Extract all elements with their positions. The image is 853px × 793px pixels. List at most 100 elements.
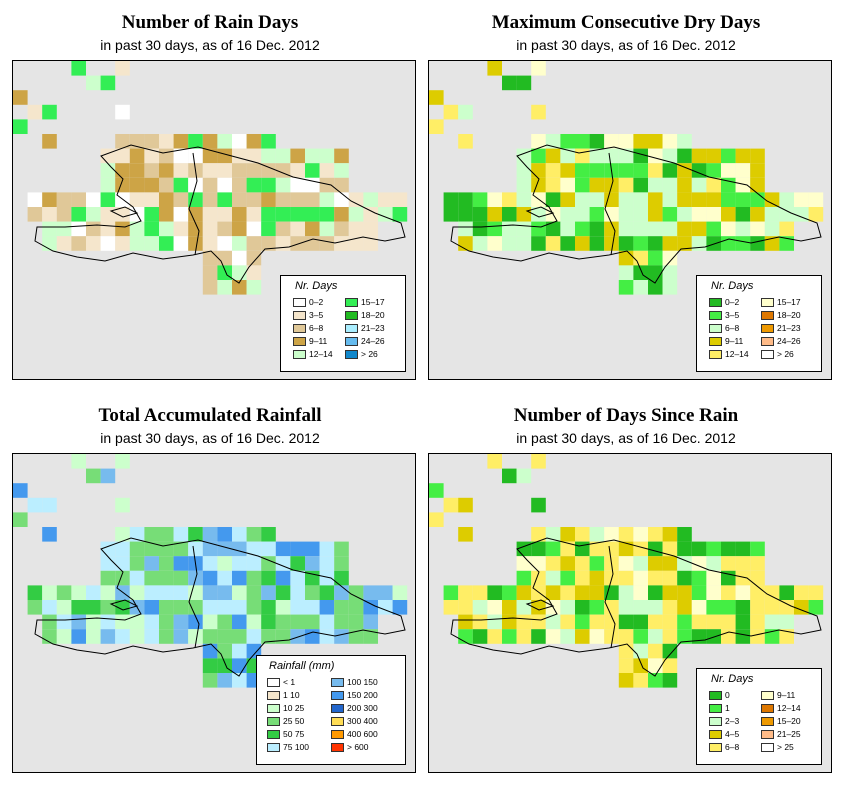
panel-title: Number of Rain Days — [121, 12, 299, 33]
legend-label: 0–2 — [725, 297, 740, 307]
grid-cell — [604, 134, 619, 149]
grid-cell — [144, 192, 159, 207]
grid-cell — [443, 497, 459, 513]
legend-swatch — [345, 298, 358, 307]
grid-cell — [144, 236, 159, 251]
grid-cell — [560, 629, 575, 644]
grid-cell — [648, 207, 663, 222]
grid-cell — [305, 600, 320, 615]
grid-cell — [319, 221, 335, 237]
legend-label: 4–5 — [725, 729, 740, 739]
coastline — [34, 537, 406, 677]
grid-cell — [261, 236, 276, 251]
grid-cell — [618, 570, 634, 586]
grid-cell — [443, 600, 459, 615]
grid-cell — [545, 585, 561, 600]
grid-cell — [144, 221, 159, 237]
grid-cell — [188, 134, 203, 149]
legend-swatch — [709, 311, 722, 320]
grid-cell — [275, 570, 291, 586]
grid-cell — [589, 527, 605, 542]
grid-cell — [159, 148, 174, 164]
grid-cell — [86, 629, 101, 644]
grid-cell — [217, 236, 232, 251]
grid-cell — [115, 600, 130, 615]
grid-cell — [115, 61, 130, 76]
legend-swatch — [761, 704, 774, 713]
legend-swatch — [709, 691, 722, 700]
grid-cell — [706, 177, 721, 193]
legend-label: 6–8 — [309, 323, 324, 333]
grid-cell — [604, 585, 619, 600]
grid-cell — [531, 541, 546, 557]
grid-cell — [589, 163, 605, 178]
grid-cell — [202, 207, 218, 222]
grid-cell — [648, 236, 663, 251]
grid-cell — [261, 207, 276, 222]
grid-cell — [86, 468, 101, 484]
grid-cell — [202, 585, 218, 600]
grid-cell — [662, 658, 678, 673]
legend-swatch — [331, 678, 344, 687]
grid-cell — [246, 192, 262, 207]
grid-cell — [779, 221, 794, 237]
grid-cell — [589, 614, 605, 630]
grid-cell — [691, 236, 707, 251]
grid-cell — [275, 207, 291, 222]
grid-cell — [27, 600, 43, 615]
legend-label: 9–11 — [309, 336, 328, 346]
grid-cell — [261, 527, 276, 542]
grid-cell — [662, 148, 678, 164]
grid-cell — [217, 541, 232, 557]
grid-cell — [575, 163, 590, 178]
grid-cell — [100, 236, 116, 251]
grid-cell — [71, 600, 86, 615]
grid-cell — [246, 527, 262, 542]
legend-swatch — [331, 704, 344, 713]
grid-cell — [662, 177, 678, 193]
grid-cell — [750, 541, 765, 557]
panel-subtitle: in past 30 days, as of 16 Dec. 2012 — [100, 37, 320, 53]
grid-cell — [275, 541, 291, 557]
grid-cell — [305, 221, 320, 237]
legend-swatch — [331, 730, 344, 739]
grid-cell — [648, 134, 663, 149]
grid-cell — [232, 643, 247, 659]
grid-cell — [545, 614, 561, 630]
grid-cell — [662, 207, 678, 222]
legend-swatch — [345, 311, 358, 320]
grid-cell — [246, 570, 262, 586]
grid-cell — [173, 148, 189, 164]
grid-cell — [392, 207, 408, 222]
grid-cell — [531, 600, 546, 615]
grid-cell — [502, 221, 517, 237]
grid-cell — [516, 148, 532, 164]
grid-cell — [115, 236, 130, 251]
grid-cell — [808, 585, 824, 600]
grid-cell — [159, 221, 174, 237]
grid-cell — [86, 585, 101, 600]
grid-cell — [202, 658, 218, 673]
grid-cell — [144, 134, 159, 149]
grid-cell — [305, 541, 320, 557]
grid-cell — [202, 527, 218, 542]
grid-cell — [531, 556, 546, 571]
grid-cell — [677, 527, 692, 542]
grid-cell — [319, 570, 335, 586]
grid-cell — [217, 527, 232, 542]
grid-cell — [42, 207, 57, 222]
grid-cell — [13, 512, 28, 527]
grid-cell — [662, 236, 678, 251]
grid-cell — [677, 192, 692, 207]
grid-cell — [691, 221, 707, 237]
grid-cell — [261, 629, 276, 644]
grid-cell — [305, 629, 320, 644]
grid-cell — [100, 148, 116, 164]
grid-cell — [691, 177, 707, 193]
legend-label: 50 75 — [283, 729, 305, 739]
legend-label: 400 600 — [347, 729, 378, 739]
grid-cell — [618, 585, 634, 600]
grid-cell — [575, 556, 590, 571]
grid-cell — [575, 192, 590, 207]
grid-cell — [633, 527, 648, 542]
